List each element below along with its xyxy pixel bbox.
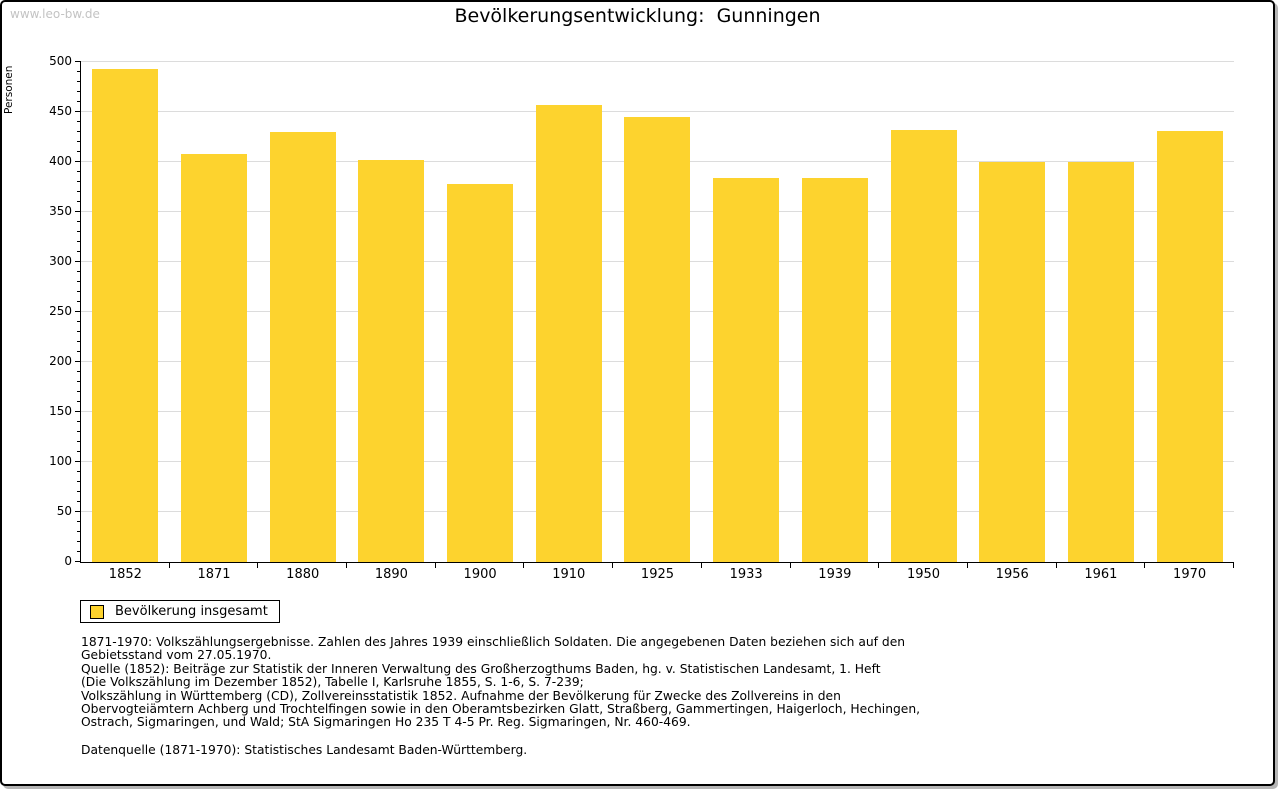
bar xyxy=(358,160,425,562)
x-axis-label: 1900 xyxy=(463,567,497,582)
bar-cell: 1890 xyxy=(347,62,436,582)
y-tick-label: 450 xyxy=(49,104,72,118)
x-axis-label: 1880 xyxy=(286,567,320,582)
footnote-line: Volkszählung in Württemberg (CD), Zollve… xyxy=(81,688,841,703)
bar-cell: 1852 xyxy=(81,62,170,582)
y-gridline xyxy=(81,111,1234,112)
footnote-line: Quelle (1852): Beiträge zur Statistik de… xyxy=(81,661,881,676)
bar xyxy=(447,184,514,562)
footnote-line: 1871-1970: Volkszählungsergebnisse. Zahl… xyxy=(81,635,906,649)
footnote-line: Gebietsstand vom 27.05.1970. xyxy=(81,648,272,663)
x-tick xyxy=(168,563,170,568)
x-axis-label: 1961 xyxy=(1084,567,1118,582)
x-tick xyxy=(1144,563,1146,568)
y-tick-label: 0 xyxy=(64,554,72,568)
x-tick xyxy=(1232,563,1234,568)
y-tick-label: 200 xyxy=(49,354,72,368)
bar xyxy=(624,117,691,562)
bar xyxy=(801,178,868,562)
y-axis-major-ticks xyxy=(75,61,80,562)
bar-cell: 1950 xyxy=(879,62,968,582)
y-tick-label: 400 xyxy=(49,154,72,168)
bar-cell: 1939 xyxy=(791,62,880,582)
bar-cell: 1956 xyxy=(968,62,1057,582)
watermark-leo-bw: www.leo-bw.de xyxy=(10,7,100,21)
bar xyxy=(535,105,602,562)
x-tick xyxy=(346,563,348,568)
chart-title: Bevölkerungsentwicklung: Gunningen xyxy=(454,5,821,27)
bar xyxy=(890,130,957,562)
bar xyxy=(1156,131,1223,562)
y-tick-label: 50 xyxy=(56,504,72,518)
x-tick xyxy=(523,563,525,568)
x-axis-label: 1950 xyxy=(906,567,941,582)
footnote-line: Ostrach, Sigmaringen, und Wald; StA Sigm… xyxy=(81,715,691,730)
x-axis-label: 1890 xyxy=(374,567,408,582)
y-tick-label: 100 xyxy=(49,454,72,468)
y-tick-label: 250 xyxy=(49,304,72,318)
bar-cell: 1900 xyxy=(436,62,525,582)
bar-cell: 1961 xyxy=(1057,62,1146,582)
bar xyxy=(979,162,1046,562)
bar xyxy=(181,154,248,562)
legend-label: Bevölkerung insgesamt xyxy=(115,604,268,619)
y-tick-label: 300 xyxy=(49,254,72,268)
y-tick-label: 500 xyxy=(49,54,72,68)
bar xyxy=(269,132,336,562)
bar-series: 1852 1871 1880 1890 1900 1910 1925 1933 1939 1950… xyxy=(81,62,1234,582)
x-tick xyxy=(789,563,791,568)
x-axis-label: 1852 xyxy=(108,567,142,582)
bar-cell: 1925 xyxy=(613,62,702,582)
x-axis-label: 1933 xyxy=(729,567,763,582)
y-tick-label: 350 xyxy=(49,204,72,218)
x-tick xyxy=(612,563,614,568)
bar xyxy=(1067,162,1134,562)
bar xyxy=(92,69,159,562)
x-tick xyxy=(434,563,436,568)
x-tick xyxy=(878,563,880,568)
x-axis-label: 1970 xyxy=(1173,567,1207,582)
bar-cell: 1933 xyxy=(702,62,791,582)
y-axis-label: Personen xyxy=(3,65,15,115)
legend-color-swatch xyxy=(90,604,104,619)
x-axis-label: 1871 xyxy=(197,567,231,582)
footnote-text: 1871-1970: Volkszählungsergebnisse. Zahl… xyxy=(81,635,921,730)
y-tick-label: 150 xyxy=(49,404,72,418)
bar-cell: 1970 xyxy=(1145,62,1234,582)
x-tick xyxy=(1055,563,1057,568)
datasource-text: Datenquelle (1871-1970): Statistisches L… xyxy=(81,743,528,757)
plot-area: 1852 1871 1880 1890 1900 1910 1925 1933 1939 1950… xyxy=(75,61,1234,582)
bar xyxy=(713,178,780,562)
footnote-line: (Die Volkszählung im Dezember 1852), Tab… xyxy=(81,675,584,690)
bar-cell: 1880 xyxy=(258,62,348,582)
footnote-line: Obervogteiämtern Achberg und Trochtelfin… xyxy=(81,702,921,717)
bar-cell: 1871 xyxy=(170,62,259,582)
x-tick xyxy=(966,563,968,568)
legend: Bevölkerung insgesamt xyxy=(80,600,280,623)
y-gridline xyxy=(81,61,1234,62)
x-tick xyxy=(700,563,702,568)
x-axis-label: 1956 xyxy=(995,567,1029,582)
x-axis-label: 1910 xyxy=(552,567,586,582)
x-axis-label: 1925 xyxy=(640,567,675,582)
bar-cell: 1910 xyxy=(524,62,614,582)
x-tick xyxy=(257,563,259,568)
x-axis-label: 1939 xyxy=(818,567,852,582)
